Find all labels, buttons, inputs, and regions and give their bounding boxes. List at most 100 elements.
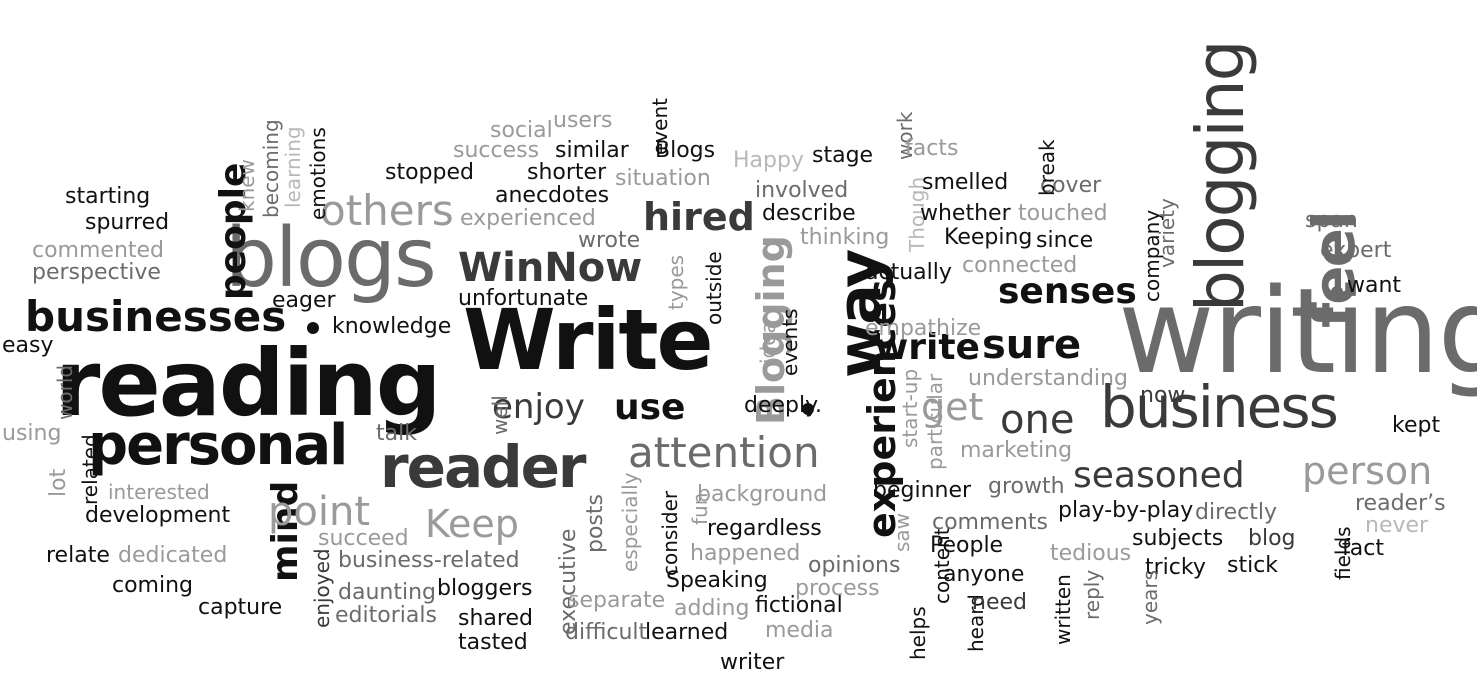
word-becoming: becoming	[259, 119, 283, 218]
word-need: need	[972, 590, 1027, 615]
word-play-by-play: play-by-play	[1058, 498, 1194, 523]
word-break: break	[1035, 139, 1059, 196]
word-writing: writing	[1118, 262, 1477, 400]
word-especially: especially	[618, 472, 642, 572]
word-development: development	[85, 503, 231, 528]
word-learning: learning	[281, 126, 305, 208]
word-reply: reply	[1080, 569, 1104, 620]
word-perspective: perspective	[32, 260, 161, 285]
word-dedicated: dedicated	[118, 543, 228, 568]
word-subjects: subjects	[1132, 526, 1224, 551]
word-winnow: WinNow	[458, 245, 643, 291]
word-expert: expert	[1320, 238, 1392, 263]
word-process: process	[795, 576, 880, 601]
word-shorter: shorter	[527, 160, 607, 185]
word-directly: directly	[1195, 500, 1278, 525]
word-emotions: emotions	[306, 127, 330, 220]
word-particular: particular	[923, 373, 947, 470]
word-commented: commented	[32, 238, 165, 263]
word-similar: similar	[555, 138, 629, 163]
word-talk: talk	[376, 421, 417, 446]
word-person: person	[1302, 449, 1433, 493]
word-enjoy: enjoy	[492, 387, 585, 427]
word-growth: growth	[988, 474, 1065, 499]
word-anecdotes: anecdotes	[495, 183, 610, 208]
word-speaking: Speaking	[666, 568, 768, 593]
word-idea: idea	[756, 321, 780, 364]
word-keeping: Keeping	[944, 225, 1033, 250]
word-learned: learned	[645, 620, 729, 645]
word-personal: personal	[88, 413, 348, 478]
word-spurred: spurred	[85, 210, 170, 235]
word-smelled: smelled	[922, 170, 1009, 195]
word-seasoned: seasoned	[1073, 455, 1245, 496]
word-fictional: fictional	[755, 593, 843, 618]
word-readers: reader’s	[1355, 491, 1446, 516]
word-outside: outside	[702, 251, 726, 325]
word-cover: cover	[1040, 173, 1102, 198]
word-since: since	[1036, 228, 1094, 253]
word-kept: kept	[1392, 413, 1441, 438]
word-world: world	[53, 364, 77, 420]
word-eager: eager	[272, 288, 336, 313]
word-users: users	[553, 108, 613, 133]
decorative-dot	[802, 403, 814, 415]
word-opinions: opinions	[808, 553, 901, 578]
word-want: want	[1347, 273, 1402, 298]
word-empathize: empathize	[865, 316, 982, 341]
word-types: types	[664, 254, 688, 310]
word-actually: actually	[865, 260, 952, 285]
word-business-related: business-related	[338, 548, 520, 573]
word-understanding: understanding	[968, 366, 1128, 391]
word-business: business	[1100, 373, 1339, 441]
word-one: one	[1000, 397, 1075, 443]
word-lot: lot	[46, 468, 71, 497]
word-tasted: tasted	[458, 630, 528, 655]
word-knew: knew	[235, 159, 259, 212]
word-separate: separate	[568, 588, 666, 613]
word-touched: touched	[1018, 201, 1108, 226]
word-saw: saw	[890, 512, 914, 552]
word-written: written	[1051, 574, 1075, 645]
word-involved: involved	[755, 178, 849, 203]
word-blogs2: Blogs	[655, 138, 716, 163]
word-social: social	[490, 118, 553, 143]
word-write: Write	[463, 291, 714, 389]
word-situation: situation	[615, 166, 711, 191]
word-using: using	[2, 421, 62, 446]
word-others: others	[320, 186, 454, 235]
word-blogging: blogging	[1182, 41, 1259, 312]
word-businesses: businesses	[25, 292, 287, 341]
word-keep: Keep	[425, 502, 519, 546]
word-tricky: tricky	[1145, 555, 1206, 580]
word-fact: fact	[1342, 536, 1384, 561]
word-tedious: tedious	[1050, 541, 1132, 566]
decorative-dot	[1331, 286, 1343, 298]
word-success: success	[453, 138, 540, 163]
word-easy: easy	[2, 333, 54, 358]
decorative-dot	[307, 322, 319, 334]
word-experienced: experienced	[460, 206, 596, 231]
word-blogs: blogs	[225, 211, 437, 306]
word-capture: capture	[198, 595, 283, 620]
word-relate: relate	[46, 543, 110, 568]
word-senses: senses	[998, 271, 1137, 312]
word-events: events	[778, 308, 802, 376]
word-comments: comments	[932, 510, 1048, 535]
word-marketing: marketing	[960, 438, 1073, 463]
word-media: media	[765, 618, 834, 643]
word-get: get	[921, 385, 984, 429]
word-use: use	[614, 387, 686, 428]
word-sure: sure	[982, 322, 1082, 368]
word-facts: facts	[905, 136, 959, 161]
word-wrote: wrote	[578, 228, 641, 253]
word-stopped: stopped	[385, 160, 474, 185]
word-posts: posts	[583, 494, 608, 553]
word-happened: happened	[690, 541, 801, 566]
word-beginner: beginner	[873, 478, 972, 503]
word-blog: blog	[1248, 526, 1296, 551]
word-stage: stage	[812, 143, 874, 168]
word-span: span	[1305, 208, 1358, 233]
word-attention: attention	[628, 428, 820, 477]
